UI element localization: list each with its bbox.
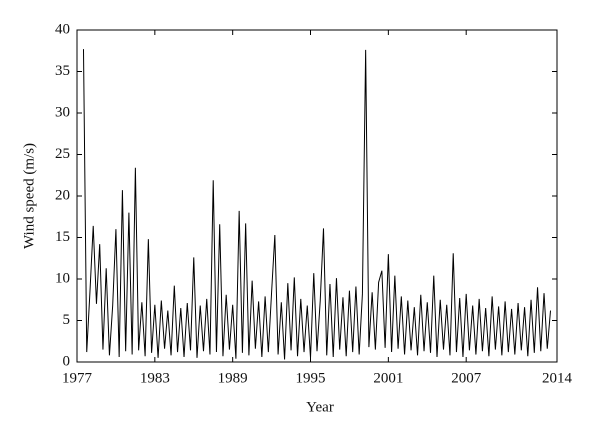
data-line bbox=[82, 49, 552, 360]
x-tick-label: 1989 bbox=[218, 370, 248, 386]
x-tick-label: 1983 bbox=[140, 370, 170, 386]
y-tick-label: 35 bbox=[55, 63, 70, 79]
y-tick-label: 20 bbox=[55, 187, 70, 203]
x-tick-label: 2007 bbox=[451, 370, 482, 386]
y-axis-label: Wind speed (m/s) bbox=[21, 143, 37, 249]
y-tick-label: 5 bbox=[63, 312, 71, 328]
y-tick-label: 30 bbox=[55, 104, 70, 120]
y-tick-label: 15 bbox=[55, 229, 70, 245]
y-tick-label: 40 bbox=[55, 21, 70, 37]
y-tick-label: 25 bbox=[55, 146, 70, 162]
x-tick-label: 2001 bbox=[373, 370, 403, 386]
x-tick-label: 1977 bbox=[62, 370, 93, 386]
x-tick-label: 1995 bbox=[296, 370, 326, 386]
x-axis-label: Year bbox=[306, 399, 334, 415]
y-tick-label: 10 bbox=[55, 270, 70, 286]
x-tick-label: 2014 bbox=[542, 370, 573, 386]
y-tick-label: 0 bbox=[63, 353, 71, 369]
